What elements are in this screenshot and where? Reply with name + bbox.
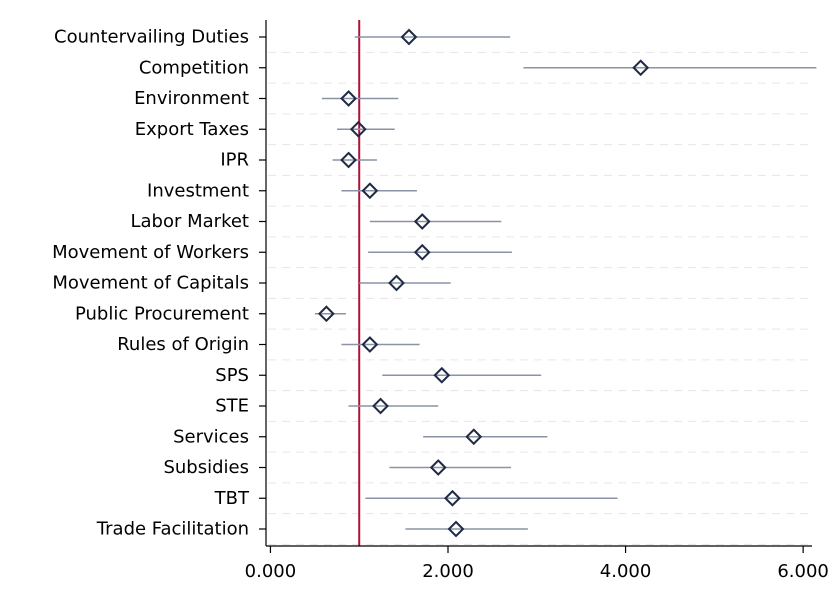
point-estimate-marker [372,397,389,415]
y-tick-label: Subsidies [163,457,249,478]
point-estimate-marker [340,90,357,107]
point-estimate-marker [444,489,461,507]
grid-lines [268,51,812,545]
point-estimate-marker [632,59,650,77]
point-estimate-marker [429,459,447,476]
x-tick-label: 0.000 [245,561,297,582]
point-estimate-marker [447,520,465,538]
y-tick-label: Export Taxes [135,119,249,140]
y-tick-label: STE [215,396,249,417]
point-estimate-marker [413,213,431,230]
y-tick-label: Rules of Origin [117,334,249,355]
point-estimate-marker [340,151,357,169]
point-estimate-marker [349,120,367,138]
point-estimate-marker [361,336,379,353]
point-estimate-marker [388,274,405,292]
point-estimates [317,28,650,538]
confidence-intervals [314,36,817,530]
y-tick-label: TBT [214,488,250,509]
point-estimate-marker [465,428,483,446]
x-tick-label: 2.000 [422,561,474,582]
y-tick-label: IPR [220,150,249,171]
y-tick-label: Investment [147,180,249,201]
y-tick-label: Public Procurement [75,303,249,324]
tick-labels: Countervailing Duties Competition Environm… [52,27,829,583]
y-tick-label: Labor Market [131,211,250,232]
point-estimate-marker [317,305,335,323]
y-tick-label: Countervailing Duties [54,27,249,48]
y-tick-label: Competition [139,57,249,78]
point-estimate-marker [361,182,379,200]
x-tick-label: 4.000 [600,561,652,582]
y-tick-label: Movement of Capitals [52,273,249,294]
point-estimate-marker [400,28,418,46]
point-estimate-marker [433,366,451,384]
y-tick-label: Services [173,426,249,447]
axes [259,20,812,553]
x-tick-label: 6.000 [777,561,829,582]
y-tick-label: Movement of Workers [52,242,249,263]
y-tick-label: Trade Facilitation [96,519,249,540]
point-estimate-marker [413,243,431,261]
y-tick-label: SPS [215,365,249,386]
y-tick-label: Environment [134,88,249,109]
